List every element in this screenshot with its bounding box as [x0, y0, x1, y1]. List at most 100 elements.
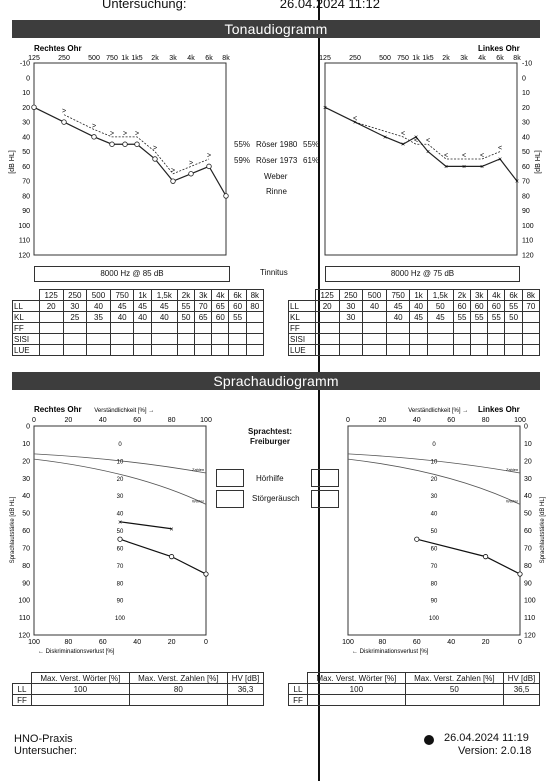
tone-table-cell [62, 322, 88, 334]
speech-y-tick: 80 [524, 563, 532, 570]
tone-table-cell [314, 322, 340, 334]
tone-table-cell [86, 333, 111, 345]
tone-table-cell [194, 344, 213, 356]
tone-table-cell [150, 333, 178, 345]
tone-table-cell [109, 344, 135, 356]
results-words: 100 [31, 683, 130, 695]
tone-table-cell [211, 344, 230, 356]
tone-table-cell [228, 322, 247, 334]
speech-y-tick: 100 [18, 598, 30, 605]
tone-table-cell [409, 322, 428, 334]
tone-table-cell [62, 333, 88, 345]
speech-y-tick: 10 [524, 441, 532, 448]
speech-y-tick: 90 [22, 580, 30, 587]
tone-table-cell [452, 344, 472, 356]
exam-label: Untersuchung: [101, 0, 187, 11]
tone-table-cell [362, 344, 387, 356]
tone-table-cell: 30 [62, 300, 88, 312]
bone-marker: < [444, 153, 448, 160]
results-numbers: 80 [128, 683, 228, 695]
speech-top-tick: 60 [447, 417, 455, 424]
tone-freq-tick: 8k [513, 55, 521, 62]
tone-table-row-label: LL [288, 300, 316, 312]
tone-table-cell: 55 [228, 311, 247, 323]
tone-table-cell: 35 [86, 311, 111, 323]
tone-table-header-cell: 8k [521, 289, 541, 301]
tone-table-row-label: SISI [288, 333, 316, 345]
tone-table-cell [409, 333, 428, 345]
tone-table-header-cell: 125 [314, 289, 340, 301]
speech-bottom-tick: 100 [28, 639, 40, 646]
speech-y-tick: 0 [524, 424, 528, 431]
hoerhilfe-right-box[interactable] [216, 469, 244, 487]
speech-marker-worter [117, 536, 123, 542]
air-marker: × [515, 179, 519, 186]
tone-freq-tick: 250 [349, 55, 361, 62]
reference-curve-zahlen [347, 453, 521, 474]
tone-db-tick: 120 [18, 253, 30, 260]
tone-table-header-cell: 250 [62, 289, 88, 301]
air-marker: × [353, 120, 357, 127]
tone-freq-tick: 2k [442, 55, 450, 62]
tone-table-cell [362, 322, 387, 334]
results-words: 100 [307, 683, 406, 695]
tone-table-cell: 55 [176, 300, 196, 312]
tone-table-cell [38, 344, 64, 356]
tone-table-cell [504, 344, 523, 356]
speech-mid-tick: 60 [431, 546, 438, 552]
results-header-numbers: Max. Verst. Zahlen [%] [128, 672, 228, 684]
reference-worter-label: Wörter [192, 498, 205, 503]
tone-table-cell: 40 [133, 311, 152, 323]
stoergeraeusch-label: Störgeräusch [252, 494, 300, 503]
tone-freq-tick: 2k [151, 55, 159, 62]
air-marker: × [401, 142, 405, 149]
tone-table-cell [521, 333, 541, 345]
speech-bottom-tick: 0 [204, 639, 208, 646]
bone-marker: < [426, 138, 430, 145]
speech-bottom-tick: 20 [482, 639, 490, 646]
tone-freq-tick: 750 [397, 55, 409, 62]
tone-freq-tick: 1k5 [422, 55, 433, 62]
results-ff-label: FF [288, 694, 308, 706]
speech-bottom-tick: 40 [133, 639, 141, 646]
stoergeraeusch-right-box[interactable] [216, 490, 244, 508]
bone-marker: > [153, 145, 157, 152]
hoerhilfe-left-box[interactable] [311, 469, 339, 487]
tone-ear-label: Linkes Ohr [478, 44, 520, 53]
stoergeraeusch-left-box[interactable] [311, 490, 339, 508]
bone-marker: < [414, 138, 418, 145]
tone-table-header-cell: 750 [385, 289, 411, 301]
speech-section-title: Sprachaudiogramm [12, 372, 540, 390]
tinnitus-left-box: 8000 Hz @ 75 dB [325, 266, 520, 282]
tone-freq-tick: 6k [496, 55, 504, 62]
tone-db-tick: 50 [22, 149, 30, 156]
tone-table-cell: 40 [86, 300, 111, 312]
tone-table-cell [470, 333, 489, 345]
tone-plot-frame [33, 62, 227, 256]
tone-table-cell [521, 344, 541, 356]
tone-table-cell [150, 322, 178, 334]
speech-ear-label: Linkes Ohr [478, 405, 520, 414]
tone-table-cell [409, 344, 428, 356]
air-marker: × [498, 157, 502, 164]
air-marker [91, 134, 97, 140]
tone-ear-label: Rechtes Ohr [34, 44, 82, 53]
speech-mid-tick: 100 [115, 616, 126, 622]
tone-db-tick: 20 [22, 105, 30, 112]
speech-top-tick: 20 [65, 417, 73, 424]
results-header-words: Max. Verst. Wörter [%] [31, 672, 130, 684]
speech-top-tick: 80 [168, 417, 176, 424]
examiner-label: Untersucher: [14, 745, 77, 757]
tone-table-cell [150, 344, 178, 356]
tone-table-left: 125 250 500 750 1k 1,5k 2k 3k 4k 6k 8k LL 20 30 40 45 40… [288, 289, 541, 356]
speech-y-tick: 120 [524, 633, 536, 640]
sprachtest-label: Sprachtest: [247, 427, 292, 436]
tone-plot-frame [324, 62, 518, 256]
speech-mid-tick: 70 [117, 564, 124, 570]
tone-table-cell: 70 [194, 300, 213, 312]
air-marker: × [462, 164, 466, 171]
speech-top-tick: 20 [379, 417, 387, 424]
tone-table-cell [521, 322, 541, 334]
results-hv: 36,3 [226, 683, 265, 695]
tone-table-cell: 45 [409, 311, 428, 323]
